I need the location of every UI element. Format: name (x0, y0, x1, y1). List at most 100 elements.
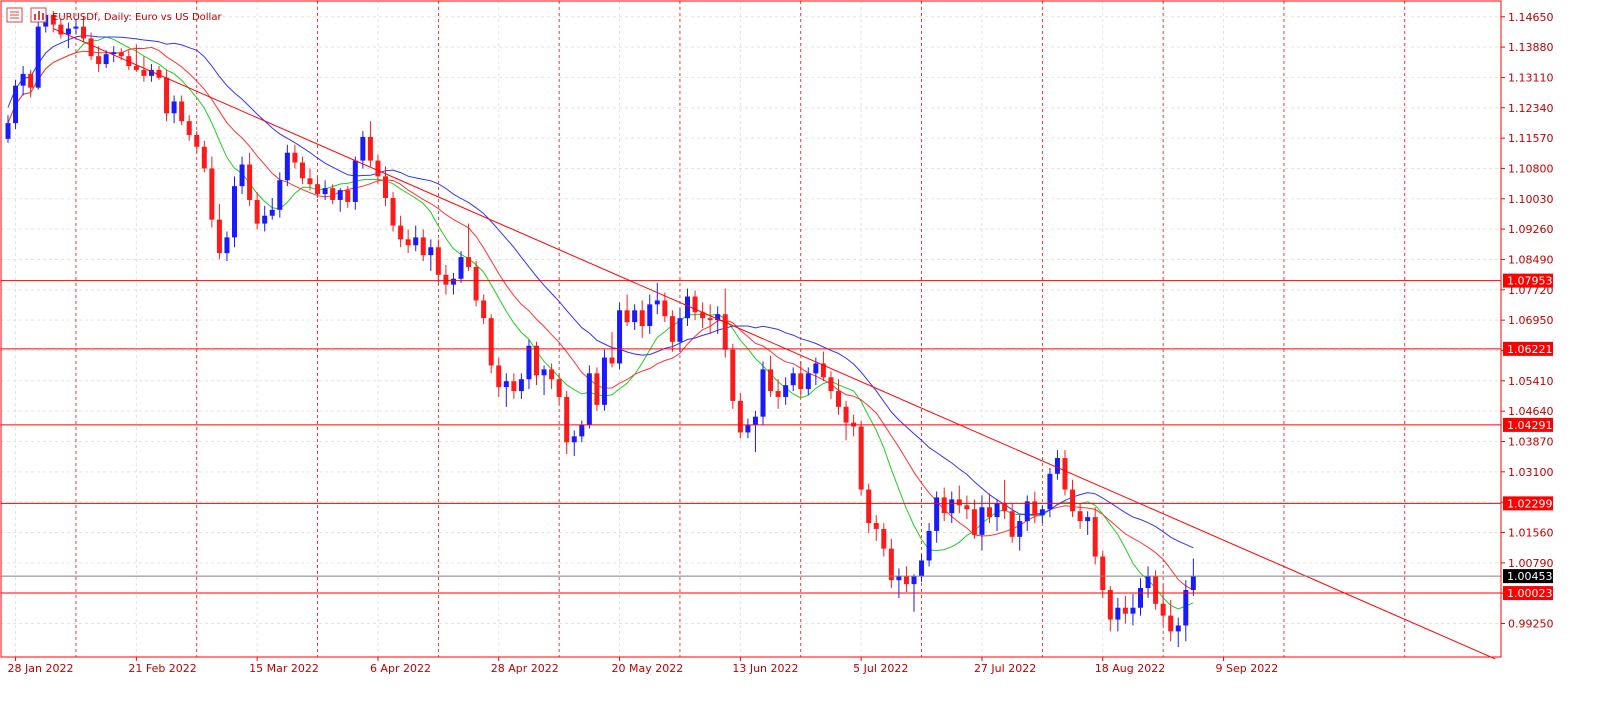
candle (654, 282, 660, 315)
ma-line-slow (7, 35, 1194, 549)
candle (194, 131, 200, 153)
candle (722, 288, 728, 358)
candle-body (541, 369, 547, 376)
candle (1183, 580, 1189, 642)
candle (971, 499, 977, 539)
y-tick-label: 1.04640 (1508, 405, 1554, 418)
candle (564, 391, 570, 455)
candle (111, 46, 117, 63)
y-tick-label: 1.06950 (1508, 314, 1554, 327)
market-watch-icon[interactable] (6, 7, 23, 23)
candle (216, 203, 222, 260)
candle-body (450, 278, 456, 285)
candle-body (926, 530, 932, 561)
price-labels: 1.07953 1.06221 1.04291 1.02299 1.00023 1.004… (1503, 273, 1553, 601)
candle (5, 115, 11, 143)
level-label-bg (1503, 586, 1553, 601)
candle-body (1175, 625, 1181, 632)
candle (413, 225, 419, 252)
trendlines[interactable] (53, 28, 1496, 660)
candle-body (345, 190, 351, 202)
x-tick-label: 20 May 2022 (612, 662, 684, 675)
candle-body (307, 178, 313, 185)
candle (103, 50, 109, 68)
y-tick-label: 1.05410 (1508, 375, 1554, 388)
candle (669, 310, 675, 352)
price-axis[interactable]: 1.14650 1.13880 1.13110 1.12340 1.11570 1.108… (1501, 11, 1554, 631)
candle (88, 32, 94, 61)
candle (828, 371, 834, 399)
y-tick-label: 1.14650 (1508, 11, 1554, 24)
candle-body (1130, 607, 1136, 614)
candle-body (828, 377, 834, 392)
candle-body (1122, 607, 1128, 614)
candle (156, 66, 162, 80)
candle-body (383, 176, 388, 198)
y-tick-label: 1.11570 (1508, 132, 1554, 145)
candle-body (262, 215, 268, 224)
candle-body (798, 373, 804, 390)
candle-body (133, 66, 139, 70)
level-label: 1.02299 (1507, 497, 1553, 510)
candle-body (1168, 615, 1174, 632)
candle (979, 495, 985, 551)
candle (299, 156, 305, 185)
candle (662, 292, 668, 323)
candle (133, 44, 139, 72)
candle-body (534, 345, 539, 376)
candle (1138, 578, 1143, 616)
candle (783, 377, 789, 405)
candle (450, 272, 456, 295)
candle-body (277, 180, 283, 210)
candle-body (360, 136, 366, 161)
candle-body (232, 186, 237, 238)
level-label-bg (1503, 273, 1553, 288)
candle (330, 184, 336, 204)
candle-body (1153, 576, 1159, 604)
candle (677, 308, 683, 352)
candle (798, 361, 804, 397)
candle (760, 361, 766, 425)
candle (13, 79, 19, 130)
candle-body (481, 300, 487, 319)
candle-body (639, 310, 645, 327)
candle (1047, 467, 1053, 518)
candle (601, 349, 607, 411)
candle (836, 379, 841, 415)
candle (1190, 558, 1196, 596)
candle (96, 46, 102, 72)
candle (1002, 479, 1008, 520)
candle-body (284, 152, 290, 181)
candle (473, 261, 479, 307)
candle (420, 229, 426, 262)
candle-body (1092, 517, 1098, 557)
candle-body (1138, 588, 1143, 608)
candle (752, 410, 758, 453)
current-price-label-bg (1503, 569, 1553, 584)
candle (337, 188, 343, 212)
candle-body (941, 497, 947, 514)
candle (692, 290, 698, 321)
candle-body (1017, 521, 1023, 537)
y-tick-label: 1.09260 (1508, 223, 1554, 236)
candle (579, 420, 585, 443)
candle-body (700, 312, 706, 319)
candle (987, 493, 992, 524)
candle (858, 420, 864, 496)
candle-body (511, 381, 517, 392)
candle-body (88, 38, 94, 57)
y-tick-label: 1.13880 (1508, 41, 1554, 54)
candle-body (586, 373, 592, 425)
chart-window-icon[interactable] (30, 7, 47, 23)
candle (443, 264, 449, 295)
trendline[interactable] (53, 28, 1496, 660)
horizontal-levels[interactable] (1, 280, 1501, 594)
candle-body (194, 134, 200, 147)
y-tick-label: 1.10800 (1508, 162, 1554, 175)
candle (81, 16, 86, 43)
candle (586, 365, 592, 429)
time-axis[interactable]: 28 Jan 2022 21 Feb 2022 15 Mar 2022 6 Apr 2… (8, 657, 1279, 675)
candle-body (292, 152, 298, 163)
